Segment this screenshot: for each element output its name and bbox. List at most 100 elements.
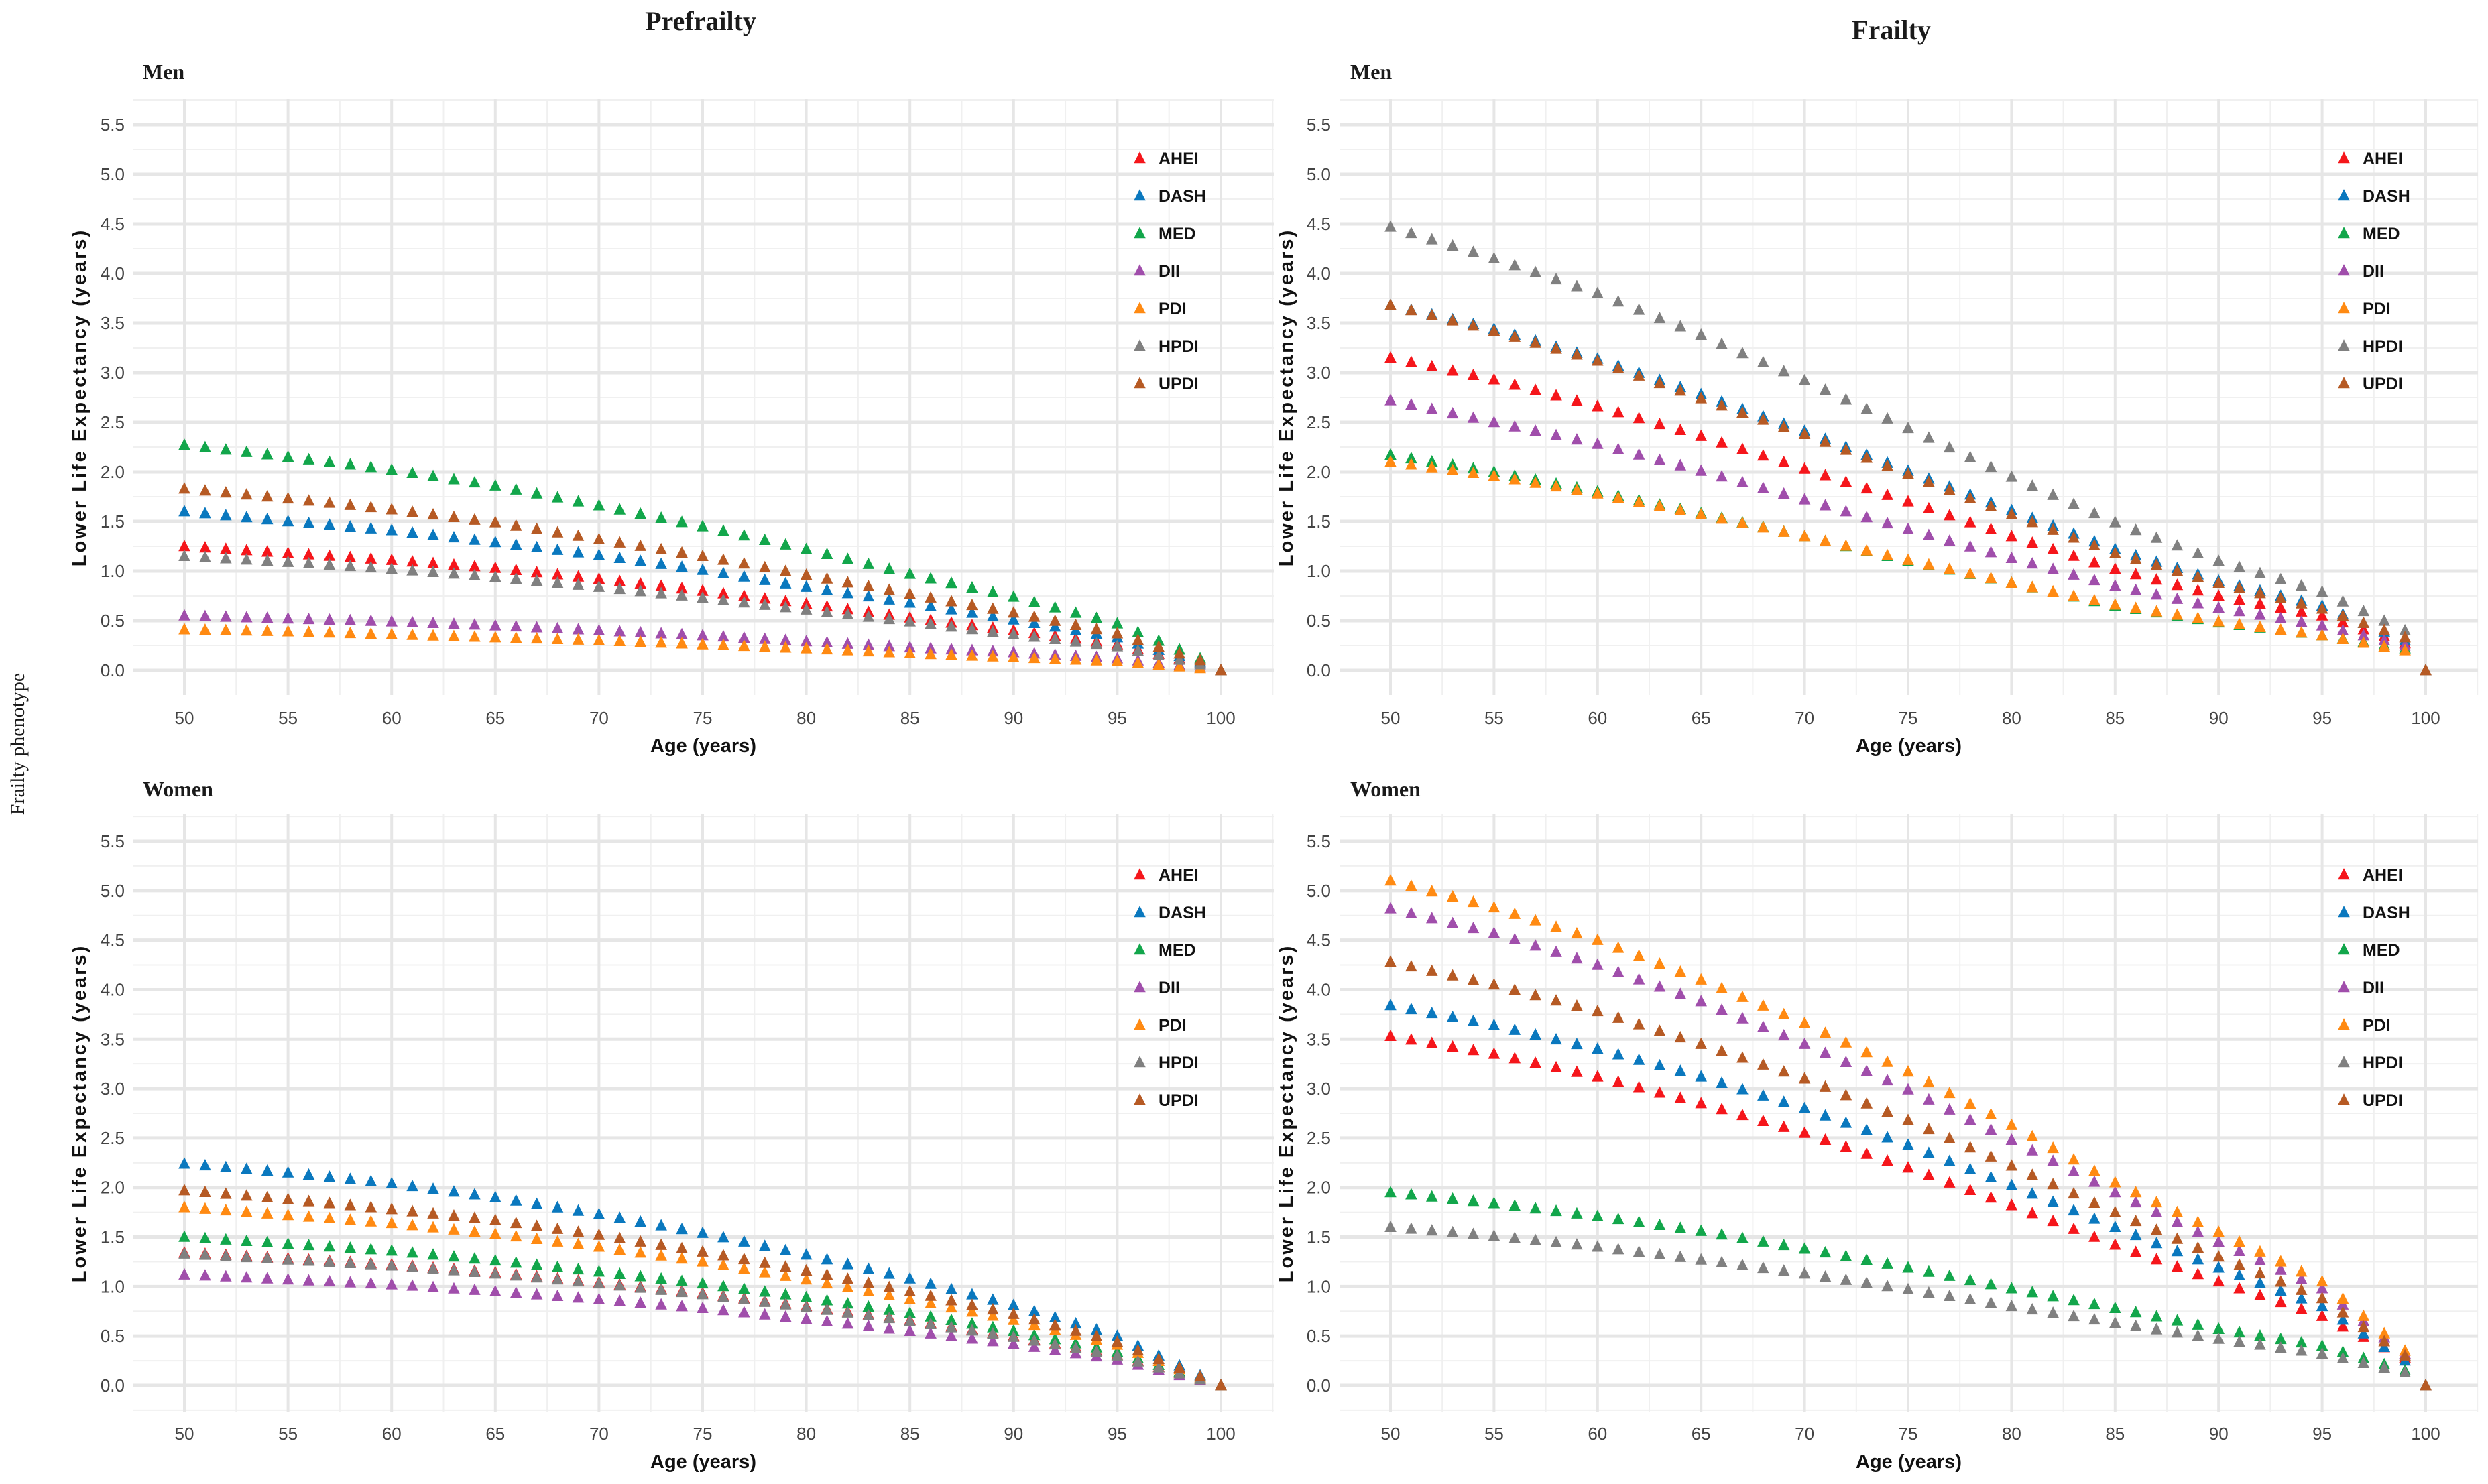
legend-label-dii: DII bbox=[1159, 262, 1180, 281]
data-point-dii bbox=[925, 641, 937, 654]
data-point-hpdi bbox=[904, 1314, 916, 1326]
data-point-hpdi bbox=[406, 1260, 418, 1272]
data-point-hpdi bbox=[2357, 605, 2370, 617]
data-point-updi bbox=[365, 501, 377, 513]
legend: AHEI DASH MED DII PDI HPDI UPDI bbox=[2338, 866, 2410, 1110]
data-point-updi bbox=[282, 492, 294, 504]
data-point-med bbox=[2026, 1286, 2039, 1298]
x-tick-label: 75 bbox=[1899, 1424, 1918, 1444]
data-point-dii bbox=[2275, 1263, 2287, 1275]
data-point-dii bbox=[1777, 487, 1790, 499]
data-point-pdi bbox=[1985, 572, 1997, 584]
data-point-dash bbox=[199, 1159, 211, 1171]
y-tick-label: 5.0 bbox=[1307, 164, 1331, 184]
data-point-updi bbox=[551, 1222, 564, 1234]
data-point-updi bbox=[1132, 1344, 1144, 1356]
legend-label-med: MED bbox=[2363, 941, 2400, 960]
data-point-pdi bbox=[2336, 632, 2349, 644]
data-point-dii bbox=[220, 610, 232, 622]
y-tick-label: 2.0 bbox=[101, 462, 125, 482]
legend-marker-dii bbox=[1134, 264, 1146, 276]
data-point-dash bbox=[1777, 1095, 1790, 1107]
data-point-dii bbox=[1571, 433, 1583, 445]
data-point-hpdi bbox=[323, 1255, 336, 1267]
data-point-dii bbox=[551, 621, 564, 634]
data-point-hpdi bbox=[966, 1324, 978, 1336]
data-point-updi bbox=[1798, 427, 1811, 439]
data-point-updi bbox=[966, 598, 978, 611]
y-tick-label: 2.5 bbox=[1307, 412, 1331, 432]
data-point-pdi bbox=[904, 646, 916, 659]
data-point-dii bbox=[1840, 505, 1852, 517]
data-point-med bbox=[530, 1258, 543, 1270]
data-point-dash bbox=[613, 1211, 626, 1223]
data-point-hpdi bbox=[1571, 1238, 1583, 1250]
data-point-dash bbox=[1985, 1170, 1997, 1182]
data-point-pdi bbox=[427, 1221, 439, 1233]
data-point-pdi bbox=[448, 1223, 460, 1235]
data-point-ahei bbox=[1571, 1065, 1583, 1077]
column-title-frailty: Frailty bbox=[1852, 15, 1931, 45]
data-point-dii bbox=[2150, 1205, 2163, 1217]
data-point-pdi bbox=[1446, 463, 1459, 475]
data-point-dii bbox=[1695, 995, 1707, 1007]
data-point-hpdi bbox=[2275, 572, 2287, 584]
data-point-dash bbox=[530, 1197, 543, 1209]
data-point-dii bbox=[220, 1270, 232, 1282]
data-point-ahei bbox=[1860, 481, 1873, 494]
data-point-dash bbox=[1964, 1162, 1976, 1174]
data-point-hpdi bbox=[1819, 383, 1832, 395]
data-point-med bbox=[2171, 1314, 2184, 1326]
data-point-dii bbox=[821, 635, 833, 648]
data-point-pdi bbox=[1529, 476, 1541, 488]
data-point-dash bbox=[925, 599, 937, 611]
data-point-pdi bbox=[883, 645, 896, 658]
legend-marker-hpdi bbox=[2338, 1056, 2350, 1068]
data-point-pdi bbox=[2336, 1292, 2349, 1304]
data-point-ahei bbox=[676, 582, 688, 594]
y-tick-label: 2.0 bbox=[1307, 462, 1331, 482]
y-tick-label: 3.0 bbox=[1307, 1078, 1331, 1099]
x-tick-label: 65 bbox=[1692, 708, 1711, 728]
legend-marker-updi bbox=[1134, 1093, 1146, 1105]
data-point-hpdi bbox=[344, 1256, 357, 1269]
data-point-hpdi bbox=[1777, 1264, 1790, 1276]
data-point-dii bbox=[2047, 562, 2059, 574]
x-tick-label: 55 bbox=[278, 1424, 298, 1444]
data-point-dii bbox=[779, 633, 792, 645]
x-tick-label: 70 bbox=[1795, 708, 1814, 728]
data-point-dii bbox=[1943, 1103, 1956, 1115]
data-point-hpdi bbox=[2233, 1335, 2245, 1347]
data-point-dii bbox=[1985, 546, 1997, 558]
x-axis-title: Age (years) bbox=[650, 735, 756, 757]
data-point-updi bbox=[1405, 304, 1417, 316]
data-point-pdi bbox=[1840, 1036, 1852, 1048]
data-point-hpdi bbox=[1508, 259, 1521, 271]
data-point-med bbox=[2212, 1322, 2225, 1335]
data-point-med bbox=[2295, 1336, 2308, 1348]
data-point-hpdi bbox=[2336, 595, 2349, 607]
data-point-pdi bbox=[1798, 1016, 1811, 1028]
data-point-dash bbox=[1757, 1089, 1769, 1101]
data-point-ahei bbox=[1633, 1080, 1645, 1093]
data-point-updi bbox=[1488, 324, 1500, 336]
data-point-med bbox=[800, 542, 813, 554]
series-hpdi bbox=[178, 1247, 1227, 1391]
data-point-dii bbox=[1798, 1037, 1811, 1049]
data-point-dii bbox=[676, 627, 688, 639]
data-point-ahei bbox=[2212, 1275, 2225, 1287]
data-point-pdi bbox=[2254, 1245, 2266, 1257]
data-point-pdi bbox=[966, 649, 978, 661]
data-point-ahei bbox=[1508, 378, 1521, 390]
data-point-updi bbox=[344, 498, 357, 510]
data-point-updi bbox=[365, 1200, 377, 1213]
legend-marker-med bbox=[2338, 943, 2350, 955]
data-point-dash bbox=[2295, 1292, 2308, 1304]
data-point-ahei bbox=[1384, 1029, 1397, 1042]
data-point-dash bbox=[406, 525, 418, 538]
data-point-dash bbox=[1550, 1032, 1562, 1045]
data-point-hpdi bbox=[2399, 623, 2411, 635]
data-point-med bbox=[1943, 1269, 1956, 1281]
y-tick-label: 4.5 bbox=[101, 930, 125, 950]
data-point-pdi bbox=[510, 631, 522, 643]
